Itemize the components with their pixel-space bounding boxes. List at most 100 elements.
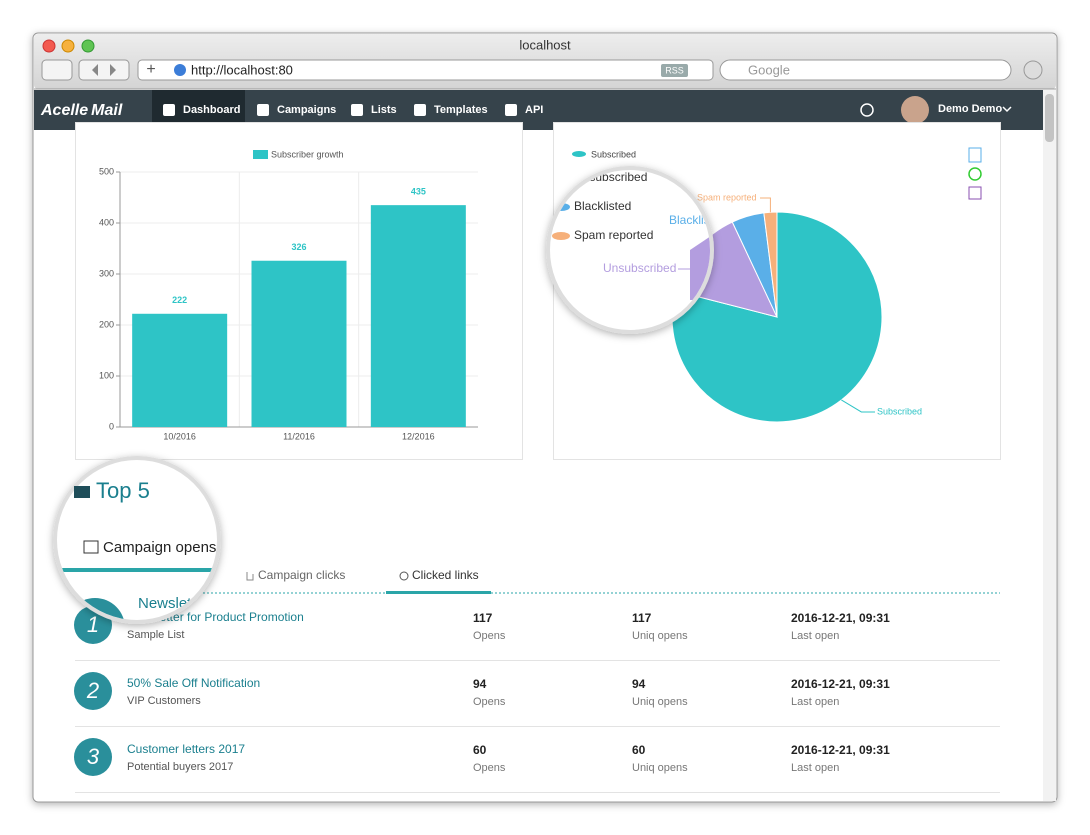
nav-item[interactable]: Templates [434, 104, 488, 116]
nav-icon [505, 104, 517, 116]
legend-swatch [572, 151, 586, 157]
url-field[interactable] [137, 59, 714, 81]
stat-value: 2016-12-21, 09:31 [791, 677, 890, 691]
stat-label: Opens [473, 630, 506, 642]
stat-value: 2016-12-21, 09:31 [791, 743, 890, 757]
tab-icon [83, 540, 99, 554]
y-tick-label: 300 [99, 268, 114, 278]
nav-icon [163, 104, 175, 116]
brand-left: Acelle [40, 102, 88, 119]
slice-label: Subscribed [877, 406, 922, 416]
add-icon: + [146, 61, 155, 78]
nav-item[interactable]: Campaigns [277, 104, 336, 116]
stat-value: 117 [632, 611, 652, 625]
tab-icon [246, 572, 254, 581]
pie-slice [763, 211, 778, 318]
list-name: Potential buyers 2017 [127, 761, 233, 773]
doc-icon[interactable] [968, 147, 982, 163]
x-tick-label: 11/2016 [283, 431, 315, 441]
rank-badge [74, 672, 112, 710]
nav-arrows [92, 64, 116, 76]
stat-label: Uniq opens [632, 696, 688, 708]
stat-value: 60 [473, 743, 487, 757]
refresh-icon[interactable] [968, 167, 982, 181]
rss-badge[interactable] [661, 64, 688, 77]
legend-label: Subscribed [591, 149, 636, 159]
tab[interactable]: Campaign clicks [258, 568, 345, 582]
user-name[interactable]: Demo Demo [938, 103, 1002, 115]
stat-label: Uniq opens [632, 630, 688, 642]
zoom-button[interactable] [81, 39, 95, 53]
avatar[interactable] [901, 96, 929, 124]
bar [370, 205, 466, 427]
globe-icon [174, 64, 186, 76]
rss: RSS [665, 65, 684, 75]
rank: 1 [87, 612, 99, 637]
active-tab-line [386, 591, 491, 594]
value-label: 326 [291, 242, 306, 252]
search-field[interactable] [719, 59, 1012, 81]
value-label: 222 [172, 295, 187, 305]
close-button[interactable] [42, 39, 56, 53]
download-button[interactable] [1023, 60, 1043, 80]
leader-line [760, 197, 771, 213]
campaign-name[interactable]: Customer letters 2017 [127, 742, 245, 756]
stat-value: 60 [632, 743, 646, 757]
window-title: localhost [519, 37, 571, 52]
caret [1002, 106, 1012, 113]
scrollbar[interactable] [1043, 90, 1056, 801]
url: http://localhost:80 [191, 62, 293, 77]
campaign-name[interactable]: 50% Sale Off Notification [127, 676, 260, 690]
leader-line [841, 399, 875, 413]
value-label: 435 [411, 187, 426, 197]
list-name: VIP Customers [127, 695, 201, 707]
nav-icon [351, 104, 363, 116]
stat-label: Last open [791, 696, 839, 708]
slice-label-zoom: Unsubscribed [603, 261, 676, 275]
reader-button[interactable] [41, 59, 73, 81]
y-tick-label: 500 [99, 166, 114, 176]
magnifier-lens [53, 456, 221, 624]
save-icon[interactable] [968, 186, 982, 200]
slice-label: Spam reported [697, 192, 757, 202]
section-title: Top 5 [96, 478, 150, 503]
y-tick-label: 0 [109, 421, 114, 431]
tab[interactable]: Clicked links [412, 568, 479, 582]
bar [251, 260, 347, 427]
stat-label: Last open [791, 762, 839, 774]
stat-value: 117 [473, 611, 493, 625]
brand-right: Mail [91, 102, 123, 119]
back-forward[interactable] [78, 59, 130, 81]
nav-icon [414, 104, 426, 116]
y-tick-label: 100 [99, 370, 114, 380]
slice-zoom [690, 230, 710, 300]
nav-icon [257, 104, 269, 116]
tab-icon [399, 571, 409, 581]
bar [132, 313, 228, 427]
stat-value: 2016-12-21, 09:31 [791, 611, 890, 625]
stat-label: Last open [791, 630, 839, 642]
y-tick-label: 400 [99, 217, 114, 227]
nav-item[interactable]: Lists [371, 104, 397, 116]
stat-label: Opens [473, 696, 506, 708]
legend-label: Subscriber growth [271, 149, 344, 159]
stat-label: Opens [473, 762, 506, 774]
minimize-button[interactable] [61, 39, 75, 53]
rank-badge [74, 738, 112, 776]
slice-label-zoom: Blacklisted [669, 213, 726, 227]
magnifier-lens [546, 166, 714, 334]
stat-label: Uniq opens [632, 762, 688, 774]
scroll-thumb[interactable] [1045, 94, 1054, 142]
brand[interactable]: Acelle Mail [40, 102, 123, 119]
nav-item[interactable]: API [525, 104, 543, 116]
nav-item[interactable]: Dashboard [183, 104, 240, 116]
tab[interactable]: Campaign opens [103, 539, 216, 556]
rank: 3 [87, 744, 100, 769]
stat-value: 94 [473, 677, 487, 691]
legend-swatch-zoom [552, 232, 570, 240]
rank: 2 [86, 678, 99, 703]
history-icon[interactable] [860, 103, 874, 117]
